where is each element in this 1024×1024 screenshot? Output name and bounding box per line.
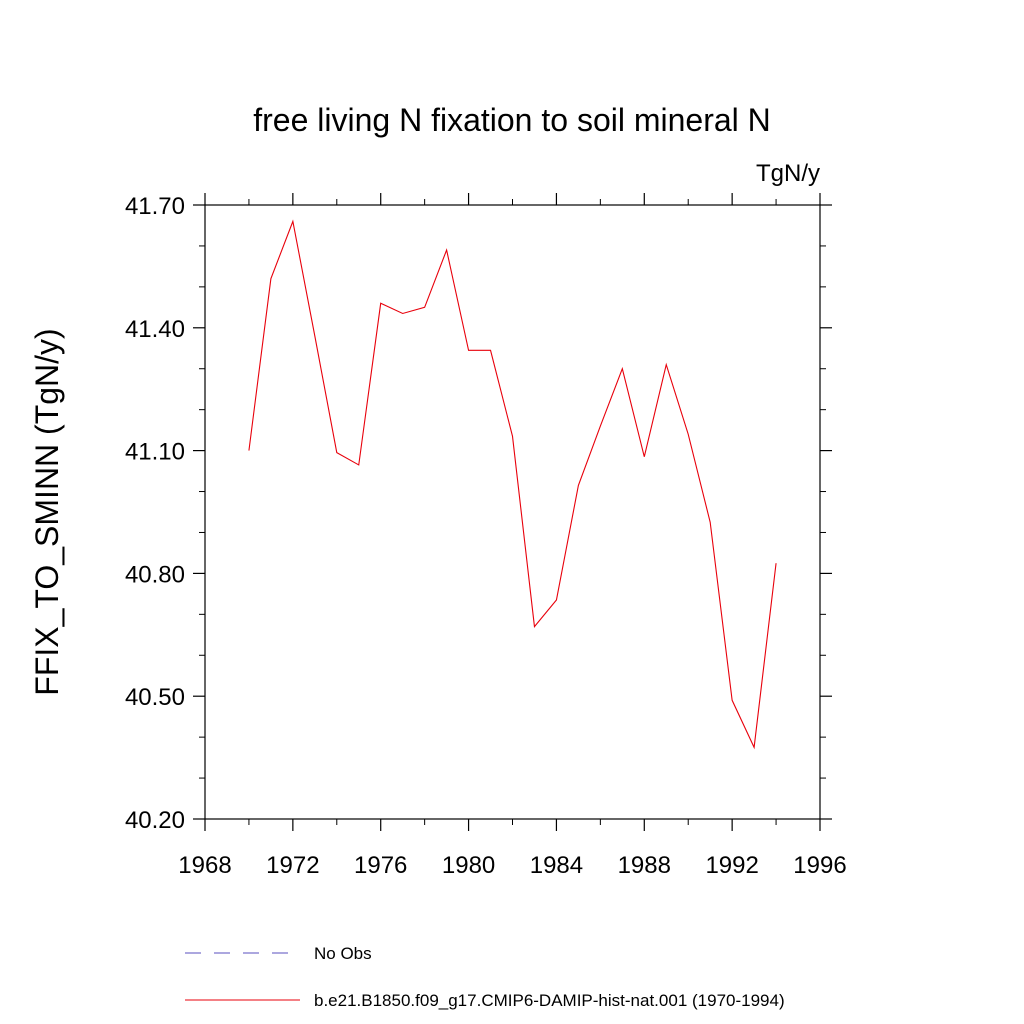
chart-title: free living N fixation to soil mineral N xyxy=(253,102,771,138)
plot-frame xyxy=(204,204,821,820)
series-layer xyxy=(248,219,777,750)
x-tick-label: 1984 xyxy=(530,852,583,879)
x-axis-ticks: 1968 1972 1976 1980 1984 1988 1992 1996 xyxy=(178,193,847,879)
series-line xyxy=(248,219,777,750)
y-tick-label: 40.20 xyxy=(125,807,185,834)
x-tick-label: 1992 xyxy=(705,852,758,879)
x-tick-label: 1996 xyxy=(793,852,846,879)
x-tick-label: 1972 xyxy=(266,852,319,879)
x-tick-label: 1968 xyxy=(178,852,231,879)
legend: No Obs b.e21.B1850.f09_g17.CMIP6-DAMIP-h… xyxy=(185,944,785,1010)
y-tick-label: 40.50 xyxy=(125,684,185,711)
y-tick-label: 40.80 xyxy=(125,561,185,588)
y-tick-label: 41.40 xyxy=(125,316,185,343)
legend-label-model-run: b.e21.B1850.f09_g17.CMIP6-DAMIP-hist-nat… xyxy=(314,991,785,1010)
y-axis-ticks: 40.20 40.50 40.80 41.10 41.40 41.70 xyxy=(125,193,832,834)
legend-label-no-obs: No Obs xyxy=(314,944,372,963)
x-tick-label: 1980 xyxy=(442,852,495,879)
x-tick-label: 1988 xyxy=(618,852,671,879)
units-label: TgN/y xyxy=(756,160,820,187)
y-tick-label: 41.10 xyxy=(125,439,185,466)
y-axis-label: FFIX_TO_SMINN (TgN/y) xyxy=(29,328,65,695)
y-tick-label: 41.70 xyxy=(125,193,185,220)
x-tick-label: 1976 xyxy=(354,852,407,879)
